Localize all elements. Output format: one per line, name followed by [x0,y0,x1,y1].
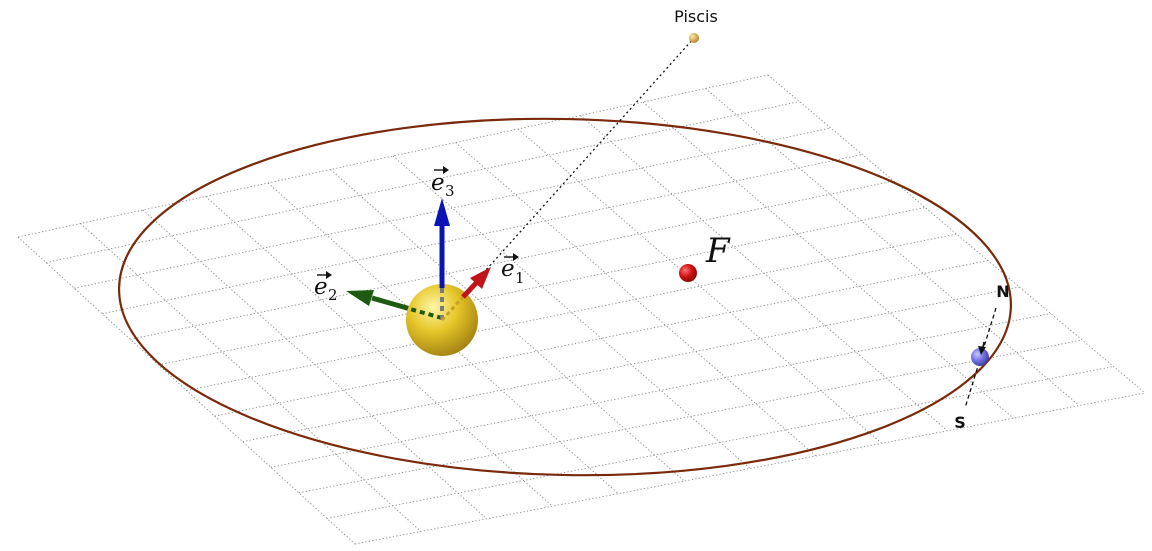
svg-text:2: 2 [328,286,338,304]
grid-line [517,128,882,444]
svg-text:e: e [501,256,515,282]
e3-label: e 3 [431,166,455,200]
grid-line [298,339,1083,494]
e1-inner-dash [440,294,466,322]
grid-line [326,366,1114,519]
planet-icon [971,348,989,366]
grid-line [267,182,619,495]
south-label: S [954,413,966,432]
ecliptic-grid [17,74,1146,545]
focus-label: F [705,231,731,271]
svg-text:e: e [431,170,445,196]
grid-line [330,169,685,482]
grid-line [767,74,1146,394]
grid-line [158,207,926,366]
grid-line [102,154,863,315]
piscis-label: Piscis [674,7,718,26]
grid-line [142,209,487,520]
grid-line [80,223,422,532]
grid-line [455,142,817,457]
svg-text:1: 1 [515,269,525,287]
grid-line [242,286,1020,443]
e2-label: e 2 [314,271,338,304]
orbit-ellipse [117,117,1013,477]
grid-line [705,88,1080,406]
grid-line [270,313,1051,468]
grid-line [642,101,1014,419]
e1-label: e 1 [501,253,525,287]
e2-inner-dash [409,307,443,320]
grid-line [354,392,1146,545]
svg-text:3: 3 [445,182,455,200]
grid-line [186,233,957,391]
star-icon [689,33,699,43]
e1-arrow [461,267,491,299]
north-label: N [996,282,1009,301]
grid-line [580,115,948,432]
e3-arrow [434,198,450,288]
focus-point [679,264,697,282]
svg-text:e: e [314,274,328,300]
grid-line [205,196,553,507]
